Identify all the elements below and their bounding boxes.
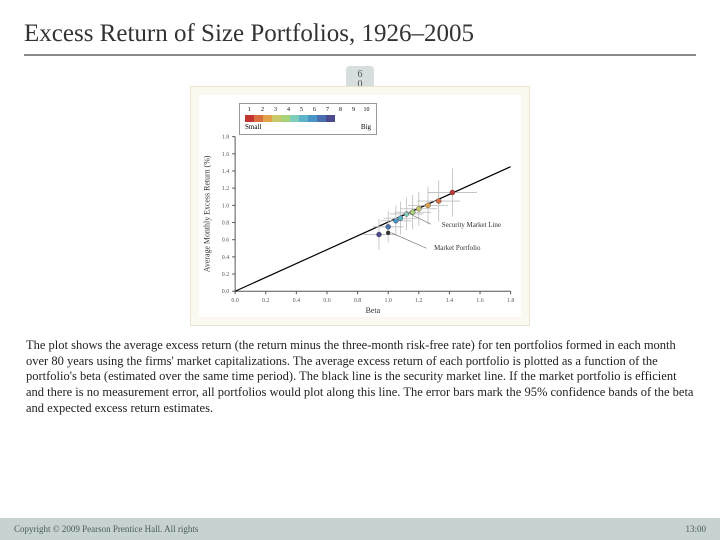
svg-text:0.4: 0.4 [293, 298, 300, 304]
svg-text:1.8: 1.8 [222, 135, 229, 141]
footer: Copyright © 2009 Pearson Prentice Hall. … [0, 518, 720, 540]
svg-text:1.8: 1.8 [507, 298, 514, 304]
chart-frame: 0.0 0.2 0.4 0.6 0.8 1.0 1.2 1.4 1.6 1.8 0.0 0.2 0.4 0… [190, 86, 530, 326]
svg-text:1.0: 1.0 [384, 298, 391, 304]
svg-text:Beta: Beta [366, 306, 381, 315]
svg-text:0.2: 0.2 [222, 272, 229, 278]
legend-size-row: Small Big [245, 123, 371, 131]
slide: Excess Return of Size Portfolios, 1926–2… [0, 0, 720, 540]
svg-text:0.0: 0.0 [231, 298, 238, 304]
svg-text:1.6: 1.6 [476, 298, 483, 304]
copyright-text: Copyright © 2009 Pearson Prentice Hall. … [14, 524, 198, 534]
svg-text:0.8: 0.8 [222, 221, 229, 227]
svg-text:1.4: 1.4 [222, 169, 229, 175]
legend-small-label: Small [245, 123, 261, 131]
svg-text:Security Market Line: Security Market Line [442, 222, 501, 229]
svg-text:1.2: 1.2 [415, 298, 422, 304]
chart-plot-area: 0.0 0.2 0.4 0.6 0.8 1.0 1.2 1.4 1.6 1.8 0.0 0.2 0.4 0… [199, 95, 521, 317]
svg-text:0.0: 0.0 [222, 289, 229, 295]
page-title: Excess Return of Size Portfolios, 1926–2… [24, 20, 696, 54]
svg-text:1.4: 1.4 [446, 298, 453, 304]
svg-text:0.6: 0.6 [323, 298, 330, 304]
svg-text:Average Monthly Excess Return: Average Monthly Excess Return (%) [202, 155, 211, 272]
legend-big-label: Big [361, 123, 371, 131]
legend-labels: 12345678910 [245, 107, 371, 113]
body-text: The plot shows the average excess return… [24, 338, 696, 416]
svg-text:0.6: 0.6 [222, 238, 229, 244]
svg-text:1.0: 1.0 [222, 203, 229, 209]
svg-text:1.6: 1.6 [222, 152, 229, 158]
svg-text:1.2: 1.2 [222, 186, 229, 192]
legend-swatches [245, 115, 371, 122]
legend: 12345678910 Small Big [239, 103, 377, 135]
svg-text:0.2: 0.2 [262, 298, 269, 304]
svg-text:0.8: 0.8 [354, 298, 361, 304]
svg-text:Market Portfolio: Market Portfolio [434, 245, 481, 252]
title-divider [24, 54, 696, 56]
timestamp: 13:00 [685, 524, 706, 534]
svg-text:0.4: 0.4 [222, 255, 229, 261]
